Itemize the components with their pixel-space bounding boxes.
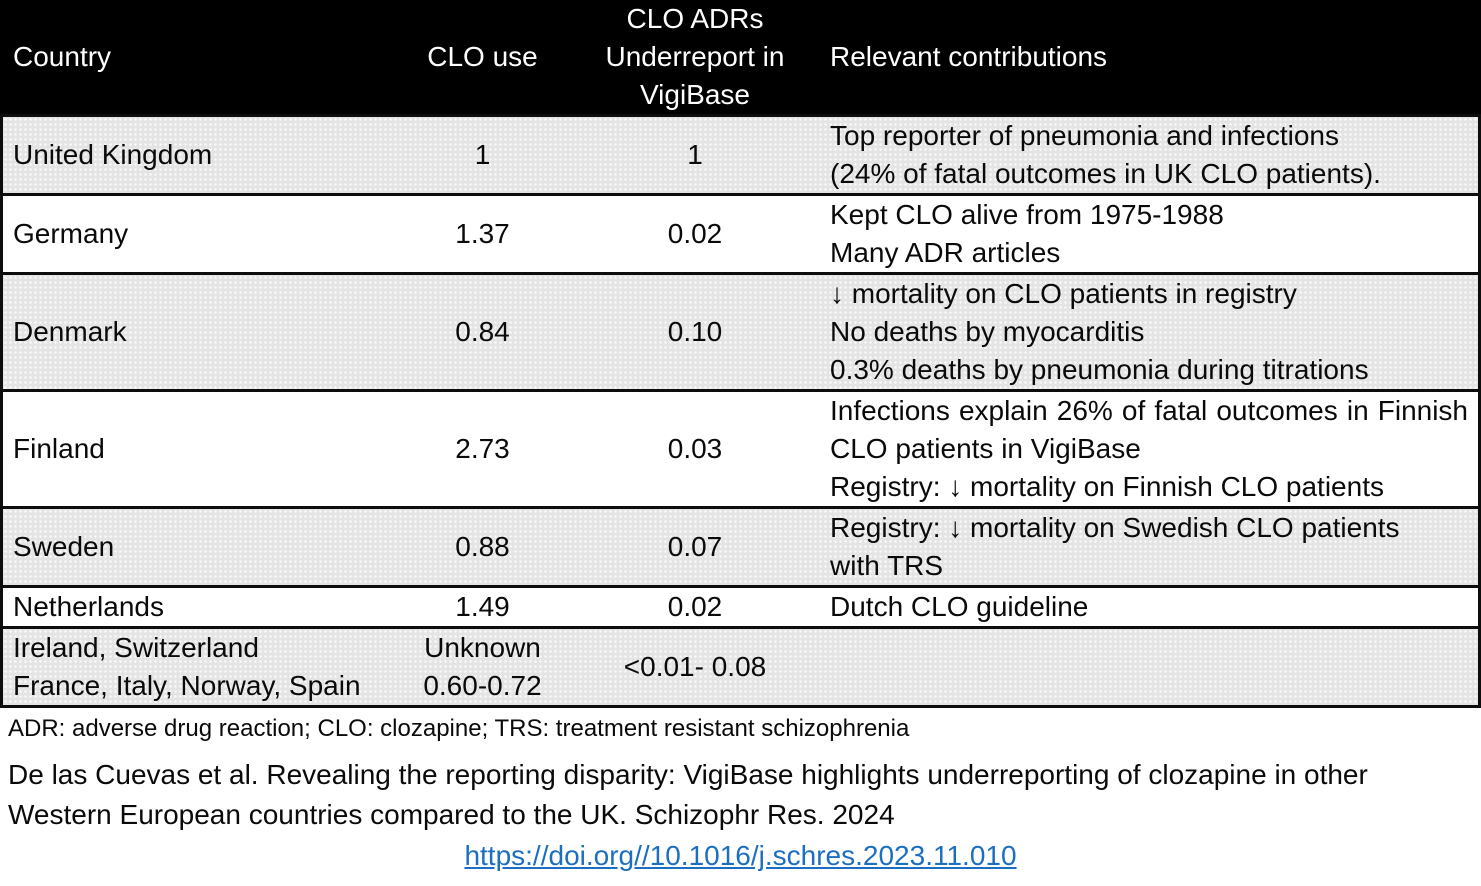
table-row: Denmark 0.84 0.10 ↓ mortality on CLO pat…: [3, 272, 1478, 389]
table-row: Finland 2.73 0.03 Infections explain 26%…: [3, 389, 1478, 506]
country-cell: Netherlands: [3, 588, 375, 626]
country-cell: Ireland, Switzerland France, Italy, Norwa…: [3, 629, 375, 705]
underreport-cell: 1: [687, 139, 703, 170]
cell-line: Registry: ↓ mortality on Swedish CLO pat…: [830, 512, 1400, 543]
underreport-cell: 0.10: [667, 316, 723, 347]
header-underreport-line: VigiBase: [639, 79, 750, 110]
header-underreport-line: Underreport in: [605, 41, 785, 72]
underreport-cell: 0.02: [667, 218, 723, 249]
cell-line: Infections explain 26% of fatal outcomes…: [830, 395, 1468, 464]
underreport-cell: 0.07: [667, 531, 723, 562]
cell-line: Ireland, Switzerland: [13, 632, 259, 663]
cell-line: Unknown: [424, 632, 541, 663]
table-header-row: Country CLO use CLO ADRs Underreport in …: [0, 0, 1481, 114]
cell-line: Registry: ↓ mortality on Finnish CLO pat…: [830, 471, 1384, 502]
cell-line: 1.37: [455, 218, 510, 249]
cell-line: France, Italy, Norway, Spain: [13, 670, 361, 701]
abbreviations-footnote: ADR: adverse drug reaction; CLO: clozapi…: [8, 715, 910, 742]
country-cell: Germany: [3, 215, 375, 253]
table-row: Germany 1.37 0.02 Kept CLO alive from 19…: [3, 193, 1478, 272]
clo-use-cell: 1.49: [375, 588, 590, 626]
clo-use-cell: Unknown 0.60-0.72: [375, 629, 590, 705]
cell-line: with TRS: [830, 550, 944, 581]
cell-line: Finland: [13, 433, 105, 464]
underreport-cell: 0.03: [667, 433, 723, 464]
country-cell: Sweden: [3, 528, 375, 566]
citation-line: De las Cuevas et al. Revealing the repor…: [8, 759, 1368, 790]
table-row: Ireland, Switzerland France, Italy, Norwa…: [3, 626, 1478, 705]
clo-use-cell: 1: [375, 136, 590, 174]
header-underreport: CLO ADRs Underreport in VigiBase: [590, 0, 800, 114]
cell-line: Dutch CLO guideline: [830, 591, 1089, 622]
cell-line: Sweden: [13, 531, 115, 562]
country-cell: United Kingdom: [3, 136, 375, 174]
clo-use-cell: 1.37: [375, 215, 590, 253]
header-contributions: Relevant contributions: [830, 41, 1108, 72]
cell-line: Denmark: [13, 316, 127, 347]
cell-line: United Kingdom: [13, 139, 213, 170]
contributions-cell: Dutch CLO guideline: [800, 588, 1478, 626]
cell-line: Many ADR articles: [830, 237, 1061, 268]
cell-line: Top reporter of pneumonia and infections: [830, 120, 1339, 151]
contributions-cell: [800, 629, 1478, 705]
cell-line: 0.60-0.72: [423, 670, 542, 701]
citation-line: Western European countries compared to t…: [8, 799, 895, 830]
cell-line: 0.3% deaths by pneumonia during titratio…: [830, 354, 1369, 385]
header-clo-use: CLO use: [427, 41, 538, 72]
header-country: Country: [13, 41, 112, 72]
table-row: Sweden 0.88 0.07 Registry: ↓ mortality o…: [3, 506, 1478, 585]
clo-use-cell: 0.88: [375, 528, 590, 566]
doi-link-row: https://doi.org//10.1016/j.schres.2023.1…: [0, 836, 1481, 876]
cell-line: 0.88: [455, 531, 510, 562]
cell-line: 1.49: [455, 591, 510, 622]
cell-line: ↓ mortality on CLO patients in registry: [830, 278, 1297, 309]
underreport-cell: 0.02: [667, 591, 723, 622]
contributions-cell: Kept CLO alive from 1975-1988 Many ADR ar…: [800, 196, 1478, 272]
cell-line: 1: [474, 139, 491, 170]
header-underreport-line: CLO ADRs: [626, 3, 764, 34]
clo-use-cell: 2.73: [375, 430, 590, 468]
cell-line: No deaths by myocarditis: [830, 316, 1145, 347]
cell-line: 0.84: [455, 316, 510, 347]
cell-line: Kept CLO alive from 1975-1988: [830, 199, 1224, 230]
table-row: Netherlands 1.49 0.02 Dutch CLO guidelin…: [3, 585, 1478, 626]
contributions-cell: ↓ mortality on CLO patients in registry N…: [800, 275, 1478, 389]
contributions-cell: Top reporter of pneumonia and infections…: [800, 117, 1478, 193]
clozapine-underreporting-table: Country CLO use CLO ADRs Underreport in …: [0, 0, 1481, 708]
cell-line: (24% of fatal outcomes in UK CLO patient…: [830, 158, 1381, 189]
contributions-cell: Infections explain 26% of fatal outcomes…: [800, 392, 1478, 506]
table-row: United Kingdom 1 1 Top reporter of pneum…: [3, 114, 1478, 193]
cell-line: Germany: [13, 218, 129, 249]
cell-line: 2.73: [455, 433, 510, 464]
country-cell: Denmark: [3, 313, 375, 351]
contributions-cell: Registry: ↓ mortality on Swedish CLO pat…: [800, 509, 1478, 585]
citation: De las Cuevas et al. Revealing the repor…: [0, 747, 1481, 835]
clo-use-cell: 0.84: [375, 313, 590, 351]
country-cell: Finland: [3, 430, 375, 468]
underreport-cell: <0.01- 0.08: [623, 651, 767, 682]
table-body: United Kingdom 1 1 Top reporter of pneum…: [3, 114, 1478, 705]
cell-line: Netherlands: [13, 591, 164, 622]
doi-link[interactable]: https://doi.org//10.1016/j.schres.2023.1…: [464, 840, 1017, 871]
